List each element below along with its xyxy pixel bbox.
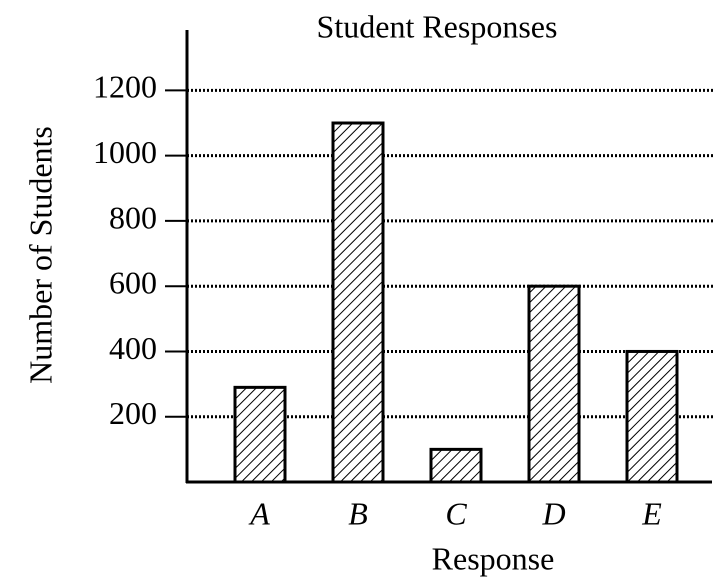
- x-tick-label: E: [641, 495, 662, 531]
- y-tick-label: 1200: [93, 69, 157, 105]
- x-tick-label: C: [445, 495, 467, 531]
- bar: [233, 385, 287, 484]
- y-tick-label: 600: [109, 265, 157, 301]
- x-tick-label: B: [348, 495, 368, 531]
- x-tick-label: A: [248, 495, 270, 531]
- bar: [429, 447, 483, 484]
- y-axis-label: Number of Students: [22, 126, 58, 384]
- y-tick-label: 800: [109, 199, 157, 235]
- x-tick-label: D: [541, 495, 565, 531]
- y-tick-label: 1000: [93, 134, 157, 170]
- y-tick-label: 200: [109, 395, 157, 431]
- chart-title: Student Responses: [317, 8, 558, 44]
- bar: [527, 284, 581, 484]
- x-axis-label: Response: [432, 540, 555, 576]
- bar: [331, 121, 385, 484]
- plot-area: 200 400 600 800 1000 1200 A B C D E: [93, 69, 715, 531]
- y-tick-label: 400: [109, 330, 157, 366]
- bar: [625, 349, 679, 484]
